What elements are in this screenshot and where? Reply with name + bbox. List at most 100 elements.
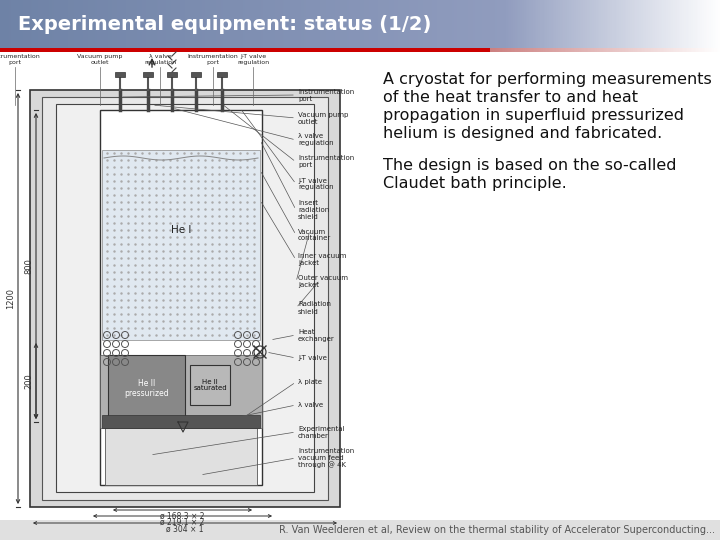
Bar	[407, 0, 410, 48]
Bar	[672, 48, 674, 52]
Bar	[517, 0, 519, 48]
Bar	[288, 0, 291, 48]
Bar	[627, 48, 629, 52]
Bar	[636, 48, 638, 52]
Bar	[138, 0, 141, 48]
Bar	[297, 0, 300, 48]
Bar	[654, 0, 656, 48]
Bar	[193, 0, 195, 48]
Text: λ plate: λ plate	[298, 379, 322, 385]
Text: Experimental
chamber: Experimental chamber	[298, 426, 344, 438]
Bar	[86, 0, 89, 48]
Bar	[697, 48, 699, 52]
Bar	[558, 48, 560, 52]
Bar	[524, 48, 526, 52]
Bar	[675, 48, 678, 52]
Bar	[684, 48, 686, 52]
Bar	[585, 48, 587, 52]
Bar	[641, 48, 643, 52]
Bar	[7, 0, 10, 48]
Bar	[222, 0, 224, 48]
Bar	[355, 0, 357, 48]
Bar	[577, 48, 580, 52]
Bar	[536, 0, 539, 48]
Bar	[513, 0, 516, 48]
Bar	[236, 0, 238, 48]
Bar	[409, 0, 411, 48]
Bar	[693, 48, 695, 52]
Bar	[549, 0, 552, 48]
Bar	[463, 0, 465, 48]
Bar	[184, 0, 186, 48]
Bar	[313, 0, 316, 48]
Bar	[652, 48, 654, 52]
Bar	[520, 48, 522, 52]
Bar	[719, 48, 720, 52]
Bar	[484, 0, 487, 48]
Bar	[576, 48, 578, 52]
Bar	[576, 0, 579, 48]
Bar	[618, 0, 620, 48]
Bar	[299, 0, 302, 48]
Text: ø 168.3 × 2: ø 168.3 × 2	[161, 512, 204, 521]
Bar	[268, 0, 271, 48]
Bar	[477, 0, 480, 48]
Bar	[690, 48, 692, 52]
Bar	[47, 0, 50, 48]
Bar	[461, 0, 464, 48]
Bar	[333, 0, 336, 48]
Bar	[79, 0, 82, 48]
Bar	[220, 0, 222, 48]
Bar	[376, 0, 379, 48]
Bar	[616, 48, 618, 52]
Bar	[495, 48, 497, 52]
Bar	[545, 48, 547, 52]
Bar	[618, 48, 620, 52]
Bar	[641, 0, 644, 48]
Bar	[706, 0, 708, 48]
Bar	[544, 48, 546, 52]
Bar	[537, 48, 539, 52]
Bar	[157, 0, 159, 48]
Bar	[637, 48, 639, 52]
Bar	[102, 0, 105, 48]
Bar	[660, 48, 662, 52]
Bar	[128, 0, 130, 48]
Bar	[89, 0, 91, 48]
Bar	[539, 48, 541, 52]
Bar	[441, 0, 444, 48]
Bar	[143, 72, 153, 77]
Bar	[665, 48, 667, 52]
Bar	[251, 0, 253, 48]
Bar	[452, 0, 454, 48]
Bar	[714, 48, 716, 52]
Bar	[719, 0, 720, 48]
Bar	[140, 0, 143, 48]
Bar	[673, 48, 675, 52]
Bar	[554, 0, 557, 48]
Bar	[511, 0, 514, 48]
Bar	[552, 48, 554, 52]
Bar	[488, 0, 490, 48]
Bar	[612, 0, 615, 48]
Bar	[212, 0, 215, 48]
Bar	[626, 0, 629, 48]
Bar	[518, 48, 520, 52]
Bar	[539, 0, 541, 48]
Bar	[380, 0, 382, 48]
Bar	[169, 0, 172, 48]
Bar	[301, 0, 303, 48]
Bar	[36, 0, 39, 48]
Bar	[709, 0, 712, 48]
Bar	[670, 0, 672, 48]
Bar	[716, 0, 719, 48]
Bar	[589, 48, 591, 52]
Bar	[529, 0, 532, 48]
Bar	[30, 90, 340, 507]
Bar	[238, 0, 240, 48]
Bar	[513, 48, 515, 52]
Bar	[522, 0, 525, 48]
Bar	[42, 97, 328, 500]
Bar	[695, 0, 698, 48]
Bar	[620, 48, 622, 52]
